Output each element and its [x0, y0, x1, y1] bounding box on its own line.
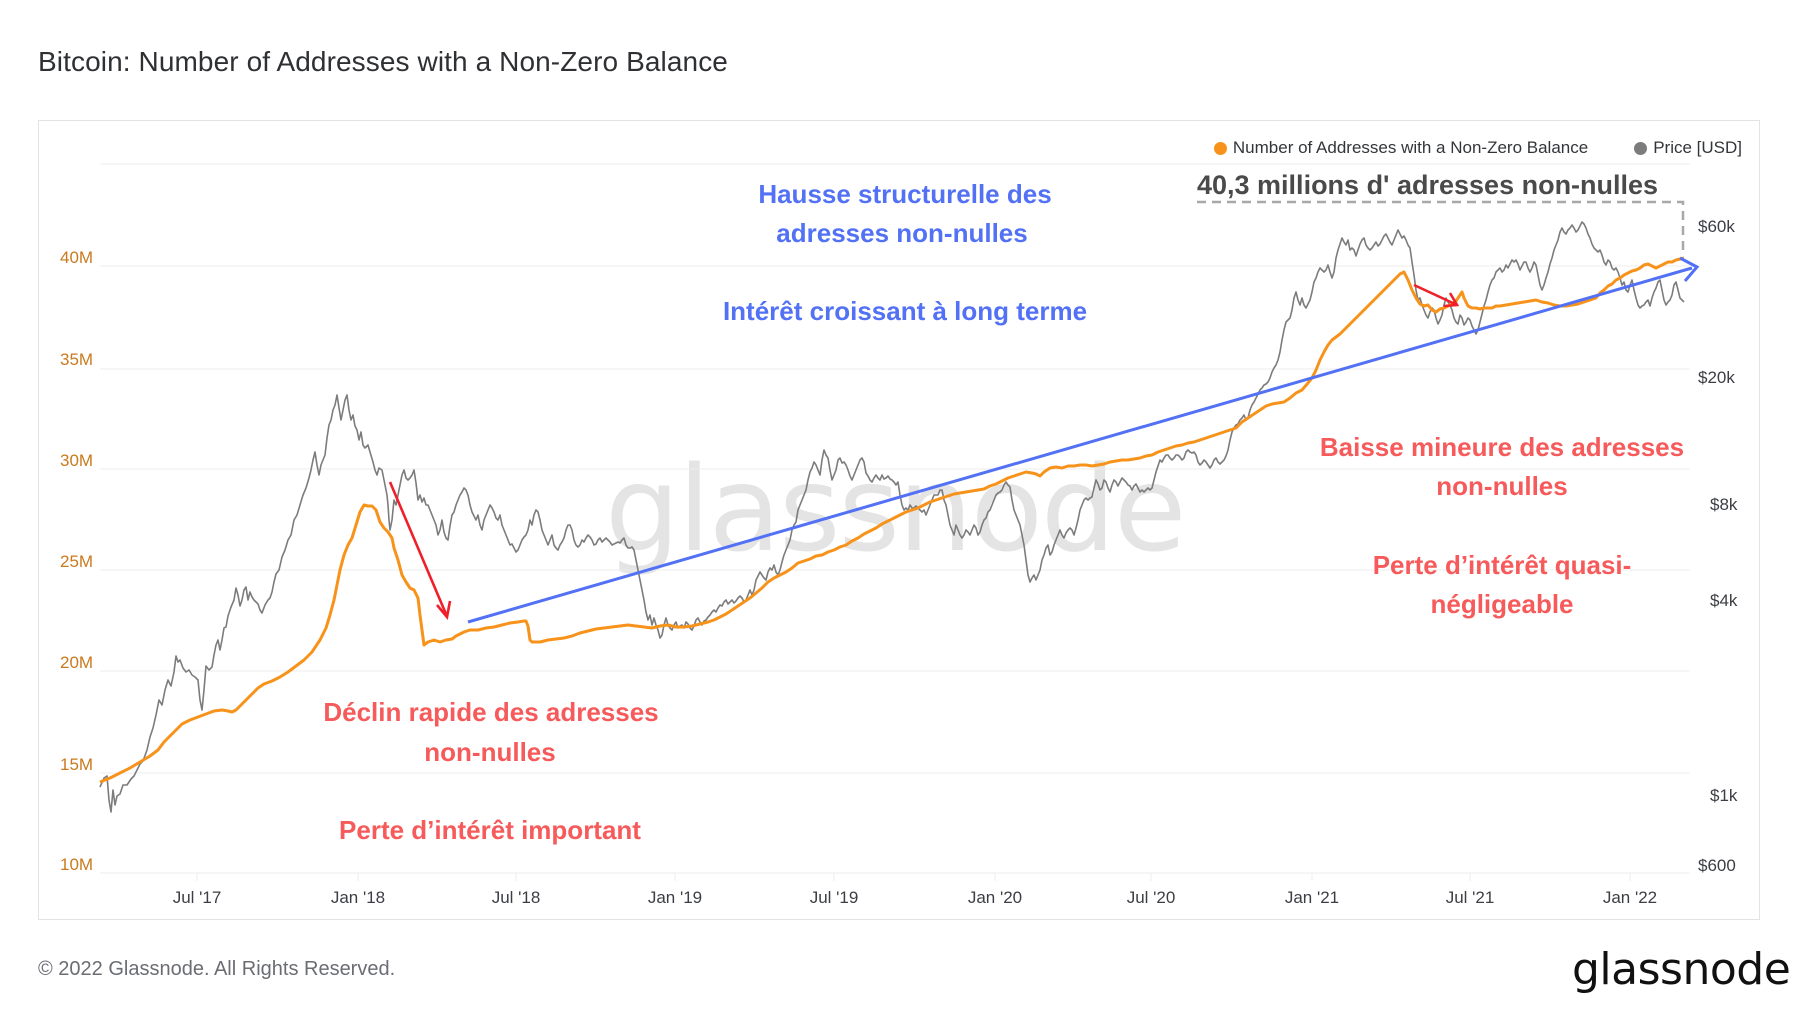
- legend-label: Number of Addresses with a Non-Zero Bala…: [1232, 138, 1589, 157]
- x-label: Jul '20: [1126, 888, 1176, 907]
- x-ticks: [196, 873, 1631, 881]
- x-label: Jan '20: [967, 888, 1023, 907]
- addresses-line: [99, 256, 1685, 784]
- y-left-label: 30M: [60, 451, 94, 470]
- y-right-label: $60k: [1698, 217, 1735, 236]
- minor-decline-arrow-head: [1443, 292, 1460, 308]
- x-label: Jan '21: [1284, 888, 1340, 907]
- y-left-label: 10M: [60, 855, 94, 874]
- y-right-label: $1k: [1710, 786, 1738, 805]
- decline-arrow-head: [436, 600, 452, 620]
- price-line: [99, 221, 1685, 813]
- x-label: Jan '19: [647, 888, 703, 907]
- orange-dot-icon: [1213, 141, 1227, 155]
- annotation-red-line: Déclin rapide des adresses: [323, 697, 659, 727]
- legend-item-price[interactable]: Price [USD]: [1634, 138, 1742, 158]
- annotation-red-line: Perte d’intérêt quasi-: [1372, 550, 1632, 580]
- y-left-label: 40M: [60, 248, 94, 267]
- minor-decline-arrow-line: [1413, 283, 1456, 306]
- y-left-label: 35M: [60, 350, 94, 369]
- x-label: Jan '22: [1602, 888, 1658, 907]
- y-right-label: $600: [1698, 856, 1736, 875]
- gray-dot-icon: [1634, 141, 1648, 155]
- trend-arrow-line: [467, 266, 1693, 624]
- glassnode-logo: glassnode: [1572, 944, 1791, 995]
- annotation-blue-line: Intérêt croissant à long terme: [722, 296, 1088, 326]
- annotation-blue-line: adresses non-nulles: [776, 218, 1028, 248]
- y-left-label: 15M: [60, 755, 94, 774]
- x-label: Jul '19: [809, 888, 859, 907]
- annotation-red-line: négligeable: [1430, 589, 1574, 619]
- x-label: Jul '21: [1445, 888, 1495, 907]
- decline-arrow-line: [388, 481, 448, 615]
- x-label: Jul '17: [172, 888, 222, 907]
- annotation-red-line: Perte d’intérêt important: [339, 815, 641, 845]
- y-left-label: 20M: [60, 653, 94, 672]
- copyright: © 2022 Glassnode. All Rights Reserved.: [38, 958, 396, 980]
- trend-arrow-head: [1679, 256, 1700, 282]
- x-label: Jan '18: [330, 888, 386, 907]
- chart-card: [38, 120, 1760, 920]
- annotation-blue-line: Hausse structurelle des: [758, 179, 1052, 209]
- legend-label: Price [USD]: [1653, 138, 1742, 157]
- page-title: Bitcoin: Number of Addresses with a Non-…: [38, 46, 728, 77]
- y-right-label: $8k: [1710, 495, 1738, 514]
- value-bracket: [1197, 200, 1685, 255]
- x-label: Jul '18: [491, 888, 541, 907]
- value-annotation: 40,3 millions d' adresses non-nulles: [1197, 170, 1659, 200]
- annotation-red-line: non-nulles: [1436, 471, 1568, 501]
- y-left-label: 25M: [60, 552, 94, 571]
- annotation-red-line: Baisse mineure des adresses: [1319, 432, 1685, 462]
- legend-item-addresses[interactable]: Number of Addresses with a Non-Zero Bala…: [1213, 138, 1589, 158]
- annotation-red-line: non-nulles: [424, 737, 556, 767]
- y-right-label: $20k: [1698, 368, 1735, 387]
- legend: Number of Addresses with a Non-Zero Bala…: [1213, 138, 1742, 158]
- y-right-label: $4k: [1710, 591, 1738, 610]
- gridlines: [100, 163, 1690, 874]
